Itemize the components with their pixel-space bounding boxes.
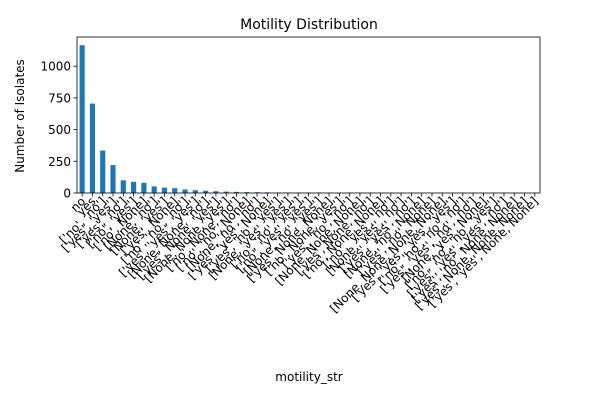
y-tick-label: 0 [63,187,71,201]
y-axis-label: Number of Isolates [13,59,27,173]
bar-3 [110,165,116,193]
bar-10 [182,189,188,193]
y-tick-label: 250 [48,155,71,169]
bars-group [79,45,538,194]
bar-15 [233,191,240,193]
bar-1 [89,103,96,193]
plot-frame [76,36,541,194]
y-tick-label: 1000 [40,60,71,74]
bar-8 [161,187,168,193]
y-tick-label: 750 [48,91,71,105]
y-tick-label: 500 [48,123,71,137]
bar-12 [203,190,209,193]
chart-title: Motility Distribution [240,17,378,33]
bar-0 [79,45,85,194]
x-axis-label: motility_str [275,370,343,384]
bar-13 [213,191,219,193]
bar-11 [192,190,198,193]
y-axis: 0 250 500 750 1000 [40,60,77,201]
bar-2 [100,150,106,193]
bar-5 [131,181,137,193]
bar-6 [141,182,147,193]
bar-7 [151,186,157,193]
bar-14 [223,191,229,193]
bar-4 [120,180,126,193]
bar-16 [244,192,250,193]
bar-9 [172,188,178,193]
